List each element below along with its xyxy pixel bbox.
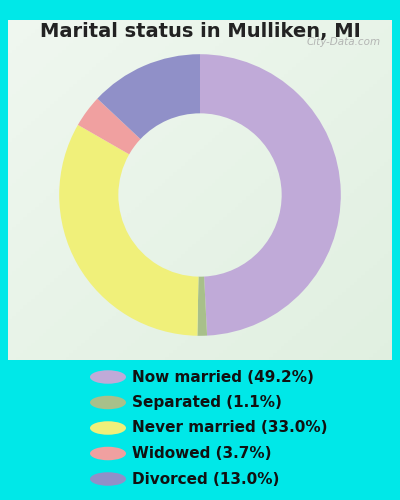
Wedge shape [59,125,198,336]
Wedge shape [97,54,200,139]
Circle shape [90,447,126,460]
Text: Marital status in Mulliken, MI: Marital status in Mulliken, MI [40,22,360,42]
Circle shape [90,421,126,435]
Text: Divorced (13.0%): Divorced (13.0%) [132,472,279,486]
Text: City-Data.com: City-Data.com [306,37,380,47]
Circle shape [90,370,126,384]
Text: Now married (49.2%): Now married (49.2%) [132,370,314,384]
Text: Widowed (3.7%): Widowed (3.7%) [132,446,272,461]
Text: Never married (33.0%): Never married (33.0%) [132,420,328,436]
Circle shape [90,472,126,486]
Wedge shape [78,98,140,154]
Text: Separated (1.1%): Separated (1.1%) [132,395,282,410]
Wedge shape [200,54,341,336]
Circle shape [90,396,126,409]
Wedge shape [197,276,207,336]
